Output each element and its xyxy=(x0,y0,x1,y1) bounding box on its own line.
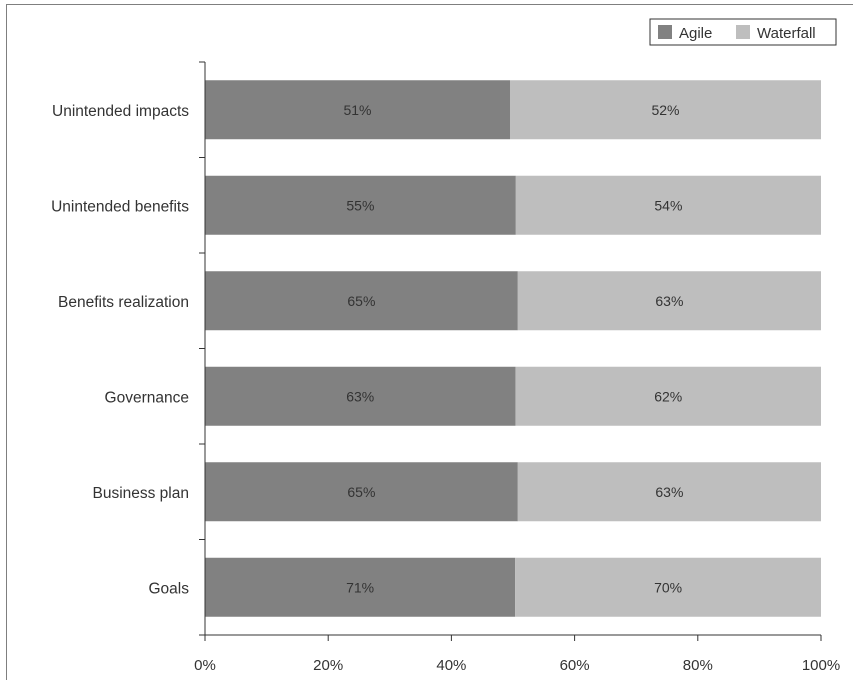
data-label-waterfall-benefits-realization: 63% xyxy=(655,293,683,309)
axes: Unintended impacts Unintended benefits Ben… xyxy=(51,61,840,674)
x-tick-label-0: 0% xyxy=(194,657,216,674)
bar-waterfall-unintended-impacts xyxy=(510,80,821,140)
data-label-agile-business-plan: 65% xyxy=(347,484,375,500)
bars: 51% 52% 55% 54% 65% 63% 63% 62% 65% 63% 71% 70% xyxy=(205,80,821,617)
data-label-waterfall-business-plan: 63% xyxy=(655,484,683,500)
x-tick-label-2: 40% xyxy=(436,657,466,674)
bar-waterfall-unintended-benefits xyxy=(515,175,821,235)
x-tick-label-1: 20% xyxy=(313,657,343,674)
x-tick-label-4: 80% xyxy=(683,657,713,674)
bar-agile-unintended-benefits xyxy=(205,175,516,235)
bar-agile-goals xyxy=(205,557,516,617)
legend-label-agile: Agile xyxy=(679,25,712,42)
bar-agile-benefits-realization xyxy=(205,271,518,331)
bar-agile-business-plan xyxy=(205,462,518,522)
data-label-waterfall-unintended-benefits: 54% xyxy=(654,197,682,213)
x-tick-label-5: 100% xyxy=(802,657,840,674)
category-label-governance: Governance xyxy=(105,389,189,406)
x-tick-label-3: 60% xyxy=(560,657,590,674)
bar-agile-unintended-impacts xyxy=(205,80,511,140)
data-label-agile-unintended-impacts: 51% xyxy=(343,102,371,118)
data-label-agile-goals: 71% xyxy=(346,579,374,595)
bar-waterfall-governance xyxy=(515,366,821,426)
data-label-agile-unintended-benefits: 55% xyxy=(346,197,374,213)
data-label-waterfall-governance: 62% xyxy=(654,388,682,404)
bar-agile-governance xyxy=(205,366,516,426)
category-label-unintended-impacts: Unintended impacts xyxy=(52,103,189,120)
data-label-agile-governance: 63% xyxy=(346,388,374,404)
legend-swatch-waterfall xyxy=(736,25,750,39)
bar-waterfall-goals xyxy=(515,557,821,617)
category-label-goals: Goals xyxy=(149,580,190,597)
chart-frame xyxy=(6,4,853,680)
data-label-waterfall-unintended-impacts: 52% xyxy=(651,102,679,118)
bar-waterfall-business-plan xyxy=(517,462,821,522)
legend-swatch-agile xyxy=(658,25,672,39)
legend-label-waterfall: Waterfall xyxy=(757,25,816,42)
bar-waterfall-benefits-realization xyxy=(517,271,821,331)
category-label-unintended-benefits: Unintended benefits xyxy=(51,198,189,215)
category-label-benefits-realization: Benefits realization xyxy=(58,294,189,311)
legend: Agile Waterfall xyxy=(649,18,837,46)
data-label-waterfall-goals: 70% xyxy=(654,579,682,595)
category-label-business-plan: Business plan xyxy=(92,485,189,502)
data-label-agile-benefits-realization: 65% xyxy=(347,293,375,309)
